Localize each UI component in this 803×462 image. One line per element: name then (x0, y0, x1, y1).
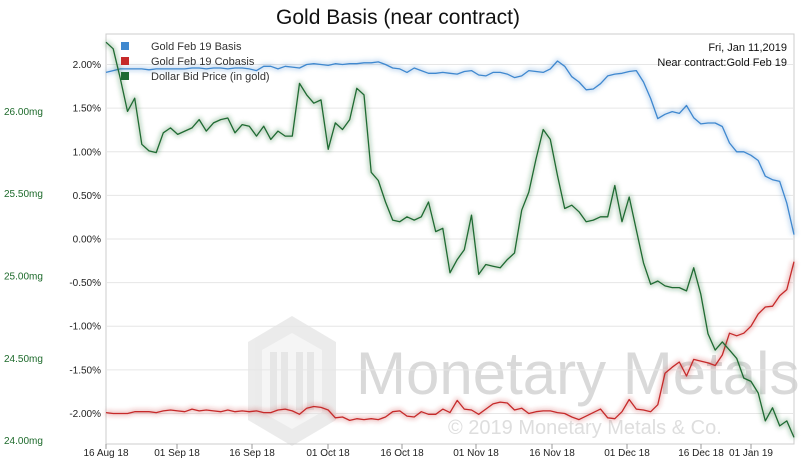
x-tick-label: 16 Dec 18 (678, 448, 724, 459)
left-tick-label: 26.00mg (4, 107, 43, 118)
x-axis: 16 Aug 18 01 Sep 18 16 Sep 18 01 Oct 18 16 O… (83, 444, 773, 459)
legend-item-cobasis[interactable]: Gold Feb 19 Cobasis (121, 56, 255, 68)
info-date: Fri, Jan 11,2019 (708, 42, 787, 54)
basis-series-line[interactable] (105, 60, 795, 235)
chart-title: Gold Basis (near contract) (276, 6, 520, 29)
x-tick-label: 01 Nov 18 (453, 448, 499, 459)
legend-label-dollar: Dollar Bid Price (in gold) (151, 71, 270, 83)
left-axis: 26.00mg 25.50mg 25.00mg 24.50mg 24.00mg (4, 107, 43, 447)
watermark-logo-icon (248, 316, 336, 446)
watermark-brand: Monetary Metals (356, 340, 800, 407)
left-tick-label: 24.50mg (4, 354, 43, 365)
x-tick-label: 01 Jan 19 (729, 448, 773, 459)
legend: Gold Feb 19 Basis Gold Feb 19 Cobasis Do… (121, 41, 270, 83)
x-tick-label: 16 Sep 18 (229, 448, 275, 459)
cobasis-series-line[interactable] (105, 261, 795, 422)
right-tick-label: -2.00% (69, 409, 101, 420)
x-tick-label: 16 Nov 18 (529, 448, 575, 459)
legend-label-cobasis: Gold Feb 19 Cobasis (151, 56, 255, 68)
legend-item-dollar[interactable]: Dollar Bid Price (in gold) (121, 71, 270, 83)
legend-swatch-cobasis (121, 57, 129, 65)
series (104, 40, 797, 439)
right-tick-label: 0.00% (73, 235, 101, 246)
watermark: Monetary Metals © 2019 Monetary Metals &… (248, 316, 800, 446)
legend-item-basis[interactable]: Gold Feb 19 Basis (121, 41, 242, 53)
x-tick-label: 16 Aug 18 (83, 448, 128, 459)
right-tick-label: -0.50% (69, 278, 101, 289)
legend-swatch-basis (121, 42, 129, 50)
right-tick-label: -1.50% (69, 365, 101, 376)
left-tick-label: 25.50mg (4, 189, 43, 200)
right-tick-label: 2.00% (73, 60, 101, 71)
legend-swatch-dollar (121, 72, 129, 80)
right-tick-label: 1.50% (73, 104, 101, 115)
x-tick-label: 01 Dec 18 (604, 448, 650, 459)
left-tick-label: 24.00mg (4, 436, 43, 447)
x-tick-label: 16 Oct 18 (380, 448, 424, 459)
dollar-bid-series-line[interactable] (105, 41, 795, 438)
x-tick-label: 01 Sep 18 (154, 448, 200, 459)
basis-series-line-glow (105, 58, 797, 236)
right-tick-label: 0.50% (73, 191, 101, 202)
right-axis: 2.00% 1.50% 1.00% 0.50% 0.00% -0.50% -1.00% -1.… (69, 60, 101, 420)
left-tick-label: 25.00mg (4, 272, 43, 283)
info-contract: Near contract:Gold Feb 19 (657, 57, 787, 69)
right-tick-label: 1.00% (73, 147, 101, 158)
right-tick-label: -1.00% (69, 322, 101, 333)
x-tick-label: 01 Oct 18 (306, 448, 350, 459)
watermark-copyright: © 2019 Monetary Metals & Co. (448, 417, 722, 439)
legend-label-basis: Gold Feb 19 Basis (151, 41, 242, 53)
